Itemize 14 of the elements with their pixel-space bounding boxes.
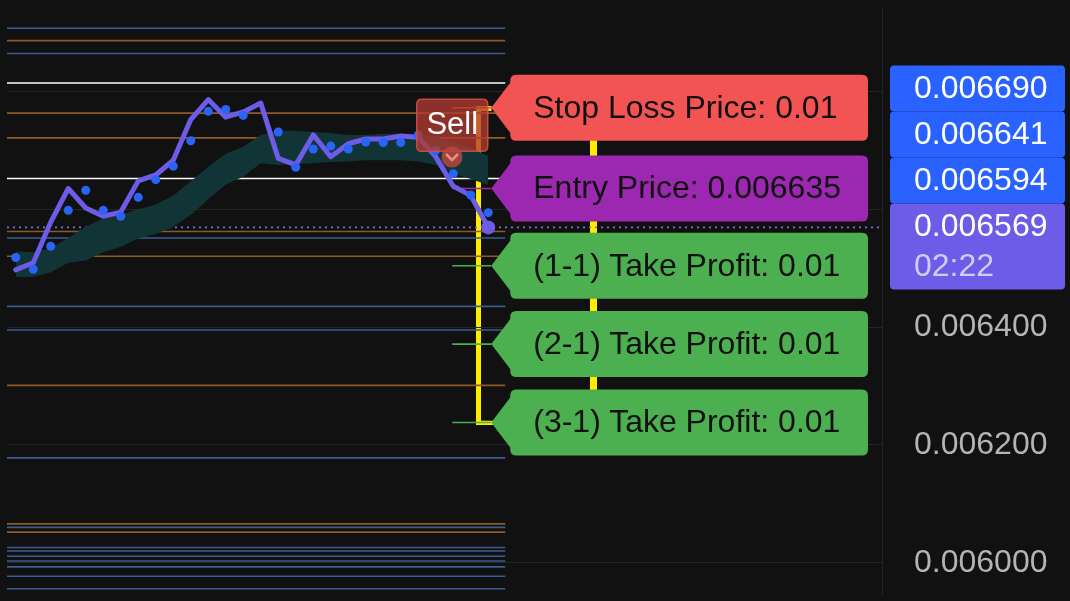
y-tick-label: 0.006400 (914, 306, 1048, 343)
ref-line-label: (1-1) Take Profit: 0.01 (533, 246, 841, 283)
text: 0.006641 (914, 115, 1048, 152)
text: 0.006594 (914, 161, 1048, 198)
text: 0.006569 (914, 207, 1048, 244)
ref-line-label: (2-1) Take Profit: 0.01 (533, 324, 841, 361)
annotation: Sell (426, 105, 479, 141)
y-tick-label: 0.006200 (914, 424, 1048, 461)
ref-line-label: Entry Price: 0.006635 (533, 169, 841, 206)
text: 0.006690 (914, 69, 1048, 106)
y-tick-label: 0.006000 (914, 542, 1048, 579)
ref-line-label: (3-1) Take Profit: 0.01 (533, 403, 841, 440)
ref-line-label: Stop Loss Price: 0.01 (533, 88, 838, 125)
text: 02:22 (914, 247, 995, 284)
